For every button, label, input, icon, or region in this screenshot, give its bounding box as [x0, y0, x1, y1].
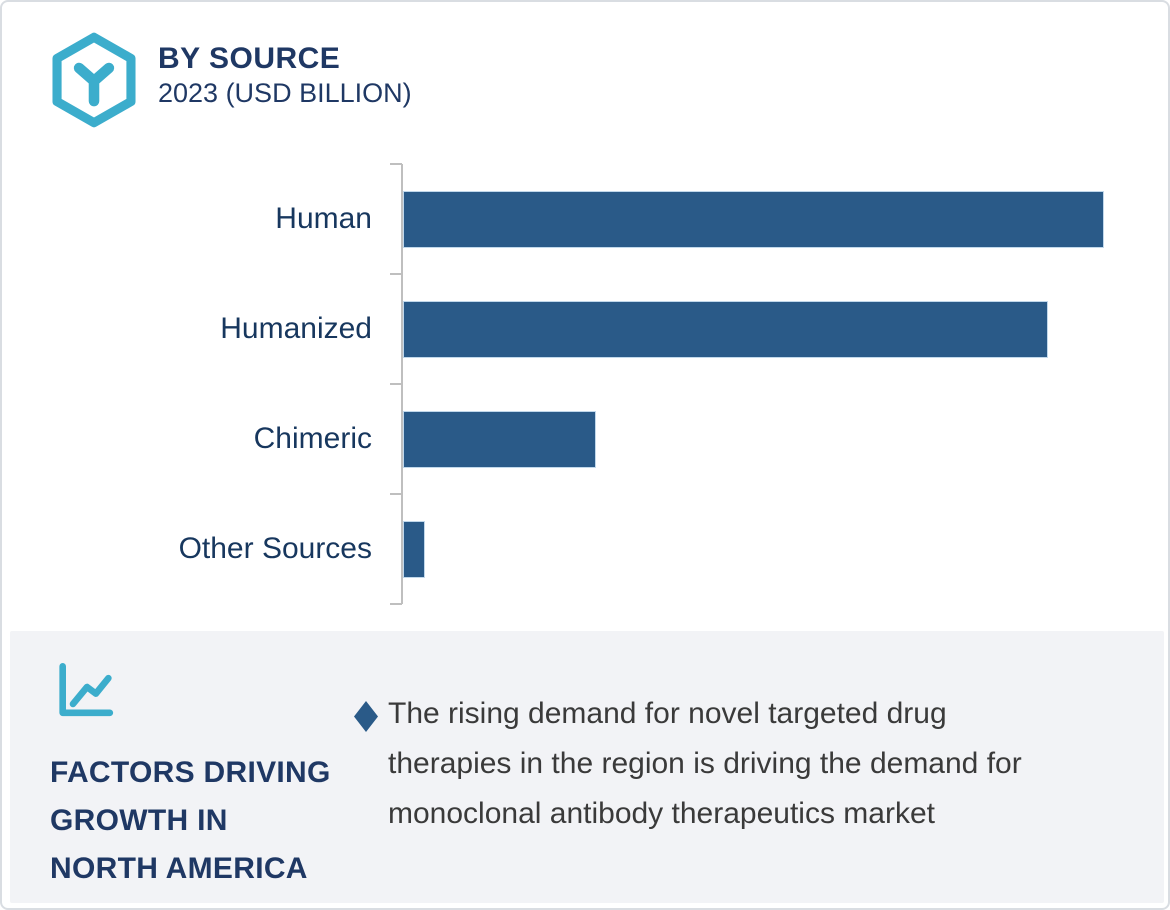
category-label-chimeric: Chimeric: [253, 422, 372, 455]
bar-track: [404, 411, 1168, 467]
chart-rows: Human Humanized Chimeric Other Sources: [2, 164, 1168, 604]
bar-humanized: [404, 301, 1047, 357]
axis-tick: [390, 493, 402, 495]
bar-other-sources: [404, 521, 424, 577]
header: BY SOURCE 2023 (USD BILLION): [46, 32, 412, 128]
chart-row: Humanized: [2, 274, 1168, 384]
factors-heading-line: FACTORS DRIVING: [50, 756, 331, 789]
factors-panel: FACTORS DRIVING GROWTH IN NORTH AMERICA …: [10, 631, 1164, 903]
axis-tick: [390, 273, 402, 275]
factors-heading: FACTORS DRIVING GROWTH IN NORTH AMERICA: [50, 749, 331, 893]
bar-track: [404, 301, 1168, 357]
bar-chimeric: [404, 411, 595, 467]
category-label-human: Human: [275, 202, 372, 235]
bar-human: [404, 191, 1103, 247]
chart-row: Other Sources: [2, 494, 1168, 604]
bar-track: [404, 521, 1168, 577]
category-axis-line: [401, 164, 403, 604]
category-label-humanized: Humanized: [220, 312, 372, 345]
axis-tick: [390, 383, 402, 385]
chart-subtitle: 2023 (USD BILLION): [158, 78, 412, 108]
chart-row: Human: [2, 164, 1168, 274]
bullet-text-line: The rising demand for novel targeted dru…: [388, 697, 947, 730]
factors-heading-line: NORTH AMERICA: [50, 852, 308, 885]
diamond-bullet-icon: [354, 701, 378, 732]
bullet-text-line: monoclonal antibody therapeutics market: [388, 797, 935, 830]
axis-tick: [390, 163, 402, 165]
category-label-other-sources: Other Sources: [178, 532, 372, 565]
line-chart-icon: [59, 663, 114, 717]
hexagon-antibody-y-icon: [52, 32, 136, 128]
header-text: BY SOURCE 2023 (USD BILLION): [158, 42, 412, 110]
bullet-text: The rising demand for novel targeted dru…: [388, 689, 1022, 839]
chart-row: Chimeric: [2, 384, 1168, 494]
axis-tick: [390, 603, 402, 605]
bullet-text-line: therapies in the region is driving the d…: [388, 747, 1022, 780]
bar-chart: Human Humanized Chimeric Other Sources: [2, 163, 1168, 605]
factors-heading-line: GROWTH IN: [50, 804, 228, 837]
bullet-item: The rising demand for novel targeted dru…: [354, 689, 1022, 839]
chart-title: BY SOURCE: [158, 42, 341, 75]
bar-track: [404, 191, 1168, 247]
